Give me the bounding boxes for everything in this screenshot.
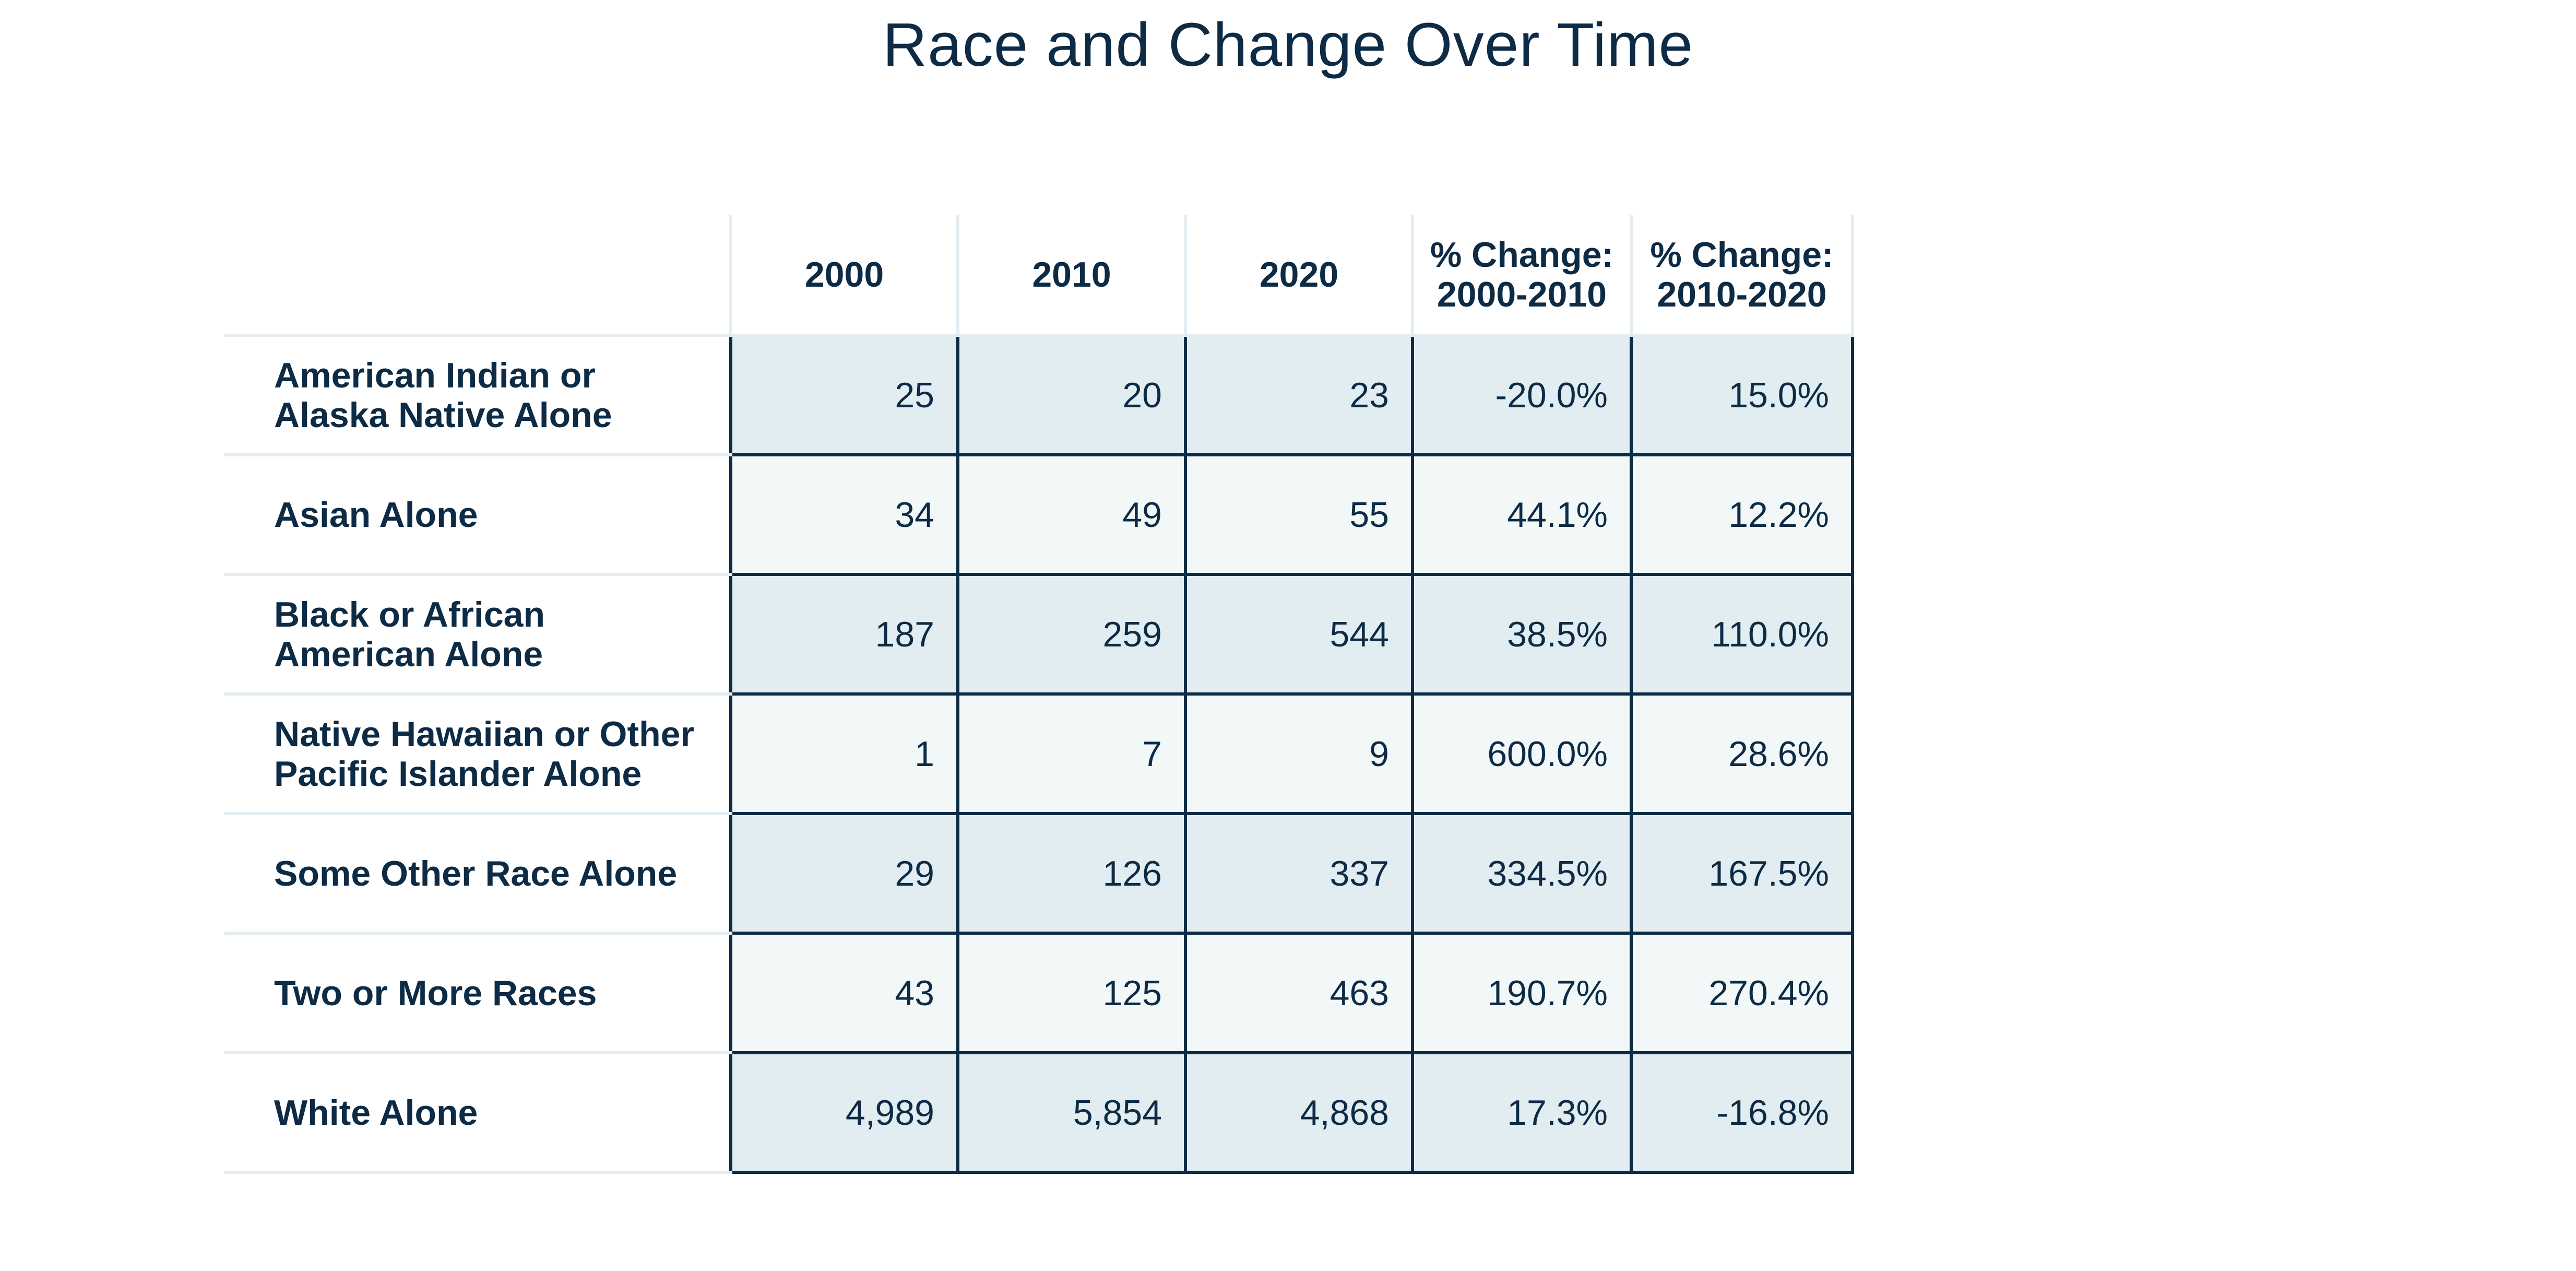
table-cell: 17.3% <box>1411 1051 1633 1174</box>
table-cell: -16.8% <box>1630 1051 1854 1174</box>
table-row: Some Other Race Alone 29 126 337 334.5% 167.5… <box>224 812 1854 935</box>
table-row: Black or African American Alone 187 259 544… <box>224 573 1854 696</box>
table-cell: 38.5% <box>1411 573 1633 696</box>
table-cell: 5,854 <box>956 1051 1187 1174</box>
table-cell: 49 <box>956 453 1187 576</box>
table-cell: 15.0% <box>1630 334 1854 456</box>
table-cell: 7 <box>956 692 1187 815</box>
table-cell: 12.2% <box>1630 453 1854 576</box>
row-label: Native Hawaiian or Other Pacific Islande… <box>224 694 731 815</box>
table-cell: 110.0% <box>1630 573 1854 696</box>
row-label: White Alone <box>224 1053 731 1174</box>
table-row: American Indian or Alaska Native Alone 25… <box>224 334 1854 456</box>
chart-title: Race and Change Over Time <box>882 10 1694 79</box>
table-cell: 544 <box>1184 573 1414 696</box>
table-cell: 600.0% <box>1411 692 1633 815</box>
table-cell: 190.7% <box>1411 932 1633 1054</box>
table-cell: 167.5% <box>1630 812 1854 935</box>
table-cell: 126 <box>956 812 1187 935</box>
table-cell: 9 <box>1184 692 1414 815</box>
table-cell: 337 <box>1184 812 1414 935</box>
table-cell: 334.5% <box>1411 812 1633 935</box>
table-cell: 43 <box>729 932 959 1054</box>
table-cell: 23 <box>1184 334 1414 456</box>
table-cell: -20.0% <box>1411 334 1633 456</box>
table-cell: 259 <box>956 573 1187 696</box>
table-row: Two or More Races 43 125 463 190.7% 270.4% <box>224 932 1854 1054</box>
row-label: Asian Alone <box>224 455 731 576</box>
column-header-2020: 2020 <box>1184 215 1412 337</box>
column-header-change-2000-2010: % Change: 2000-2010 <box>1411 215 1631 337</box>
header-corner <box>224 215 731 337</box>
table-cell: 28.6% <box>1630 692 1854 815</box>
table-cell: 270.4% <box>1630 932 1854 1054</box>
table-row: Native Hawaiian or Other Pacific Islande… <box>224 692 1854 815</box>
table-cell: 125 <box>956 932 1187 1054</box>
table-cell: 187 <box>729 573 959 696</box>
row-label: Some Other Race Alone <box>224 814 731 935</box>
table-cell: 463 <box>1184 932 1414 1054</box>
row-label: American Indian or Alaska Native Alone <box>224 335 731 456</box>
table-cell: 55 <box>1184 453 1414 576</box>
row-label: Two or More Races <box>224 933 731 1054</box>
table-row: White Alone 4,989 5,854 4,868 17.3% -16.8% <box>224 1051 1854 1174</box>
column-header-2010: 2010 <box>956 215 1185 337</box>
table-row: Asian Alone 34 49 55 44.1% 12.2% <box>224 453 1854 576</box>
table-cell: 20 <box>956 334 1187 456</box>
row-label: Black or African American Alone <box>224 574 731 696</box>
header-row: 2000 2010 2020 % Change: 2000-2010 % Cha… <box>224 215 1854 337</box>
table-cell: 25 <box>729 334 959 456</box>
column-header-2000: 2000 <box>729 215 958 337</box>
table-cell: 44.1% <box>1411 453 1633 576</box>
table-cell: 4,989 <box>729 1051 959 1174</box>
table-cell: 29 <box>729 812 959 935</box>
race-change-table: 2000 2010 2020 % Change: 2000-2010 % Cha… <box>224 215 1854 1174</box>
table-cell: 4,868 <box>1184 1051 1414 1174</box>
table-cell: 34 <box>729 453 959 576</box>
table-cell: 1 <box>729 692 959 815</box>
column-header-change-2010-2020: % Change: 2010-2020 <box>1630 215 1854 337</box>
